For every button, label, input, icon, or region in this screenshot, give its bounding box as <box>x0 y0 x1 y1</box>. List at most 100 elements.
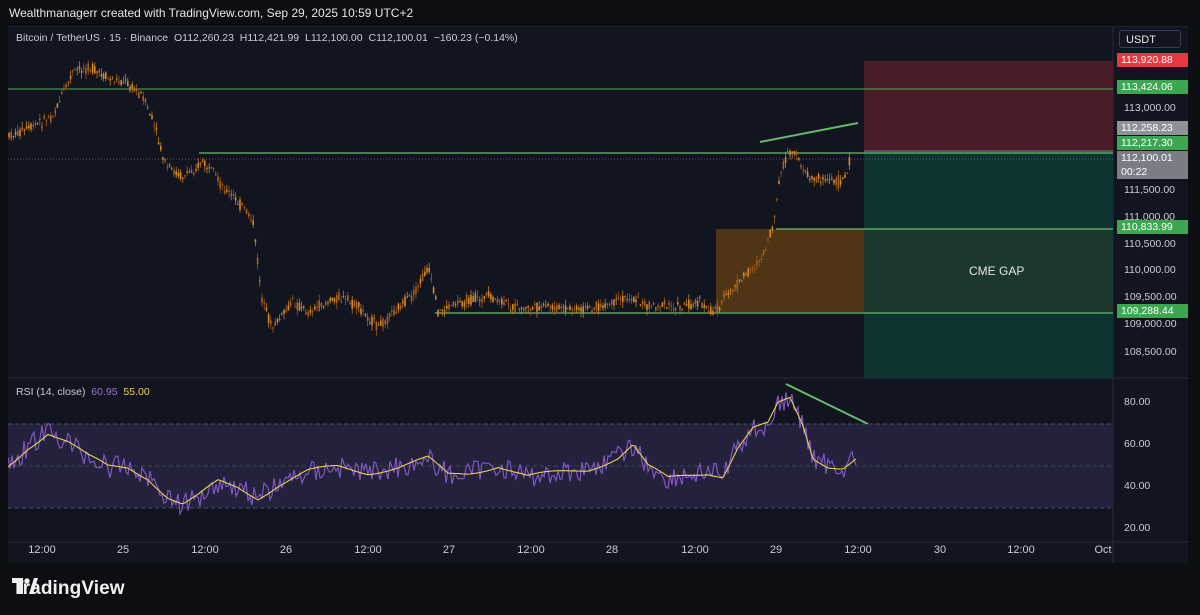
candle-body <box>619 298 622 300</box>
candle-body <box>639 304 642 306</box>
candle-body <box>439 309 441 311</box>
candle-body <box>382 318 384 328</box>
candle-body <box>107 78 109 80</box>
candle-body <box>58 100 61 103</box>
candle-body <box>391 310 393 312</box>
candle-body <box>168 163 171 168</box>
candle-body <box>197 163 199 168</box>
candle-body <box>474 293 477 302</box>
candle-body <box>780 171 782 173</box>
candle-body <box>160 145 162 150</box>
price-axis-label: 110,000.00 <box>1124 264 1176 276</box>
chart-area[interactable] <box>8 26 1188 564</box>
time-axis-label: 25 <box>116 544 130 556</box>
time-axis-label: 28 <box>605 544 619 556</box>
candle-body <box>404 296 406 307</box>
candle-series[interactable] <box>8 60 851 336</box>
candle-body <box>395 311 397 314</box>
candle-body <box>811 175 813 179</box>
candle-body <box>569 305 571 310</box>
close-value: 112,100.01 <box>376 32 428 44</box>
price-trendline[interactable] <box>759 122 859 143</box>
candle-body <box>98 69 100 73</box>
candle-body <box>105 72 107 79</box>
candle-body <box>111 78 114 80</box>
candle-body <box>223 191 226 194</box>
candle-body <box>633 296 635 302</box>
candle-body <box>380 320 382 326</box>
candle-body <box>551 305 554 310</box>
candle-body <box>490 293 492 300</box>
candle-body <box>846 172 848 174</box>
candle-body <box>241 203 243 206</box>
candle-body <box>483 296 485 299</box>
publish-header: Wealthmanagerr created with TradingView.… <box>0 0 1200 26</box>
candle-body <box>177 172 180 177</box>
candle-body <box>415 286 417 295</box>
candle-body <box>50 115 52 122</box>
candle-body <box>300 306 303 309</box>
candle-body <box>690 303 692 310</box>
candle-body <box>204 160 206 166</box>
candle-body <box>529 309 532 311</box>
time-axis-label: 12:00 <box>191 544 219 556</box>
candle-body <box>538 306 540 311</box>
candle-body <box>245 209 248 214</box>
candle-body <box>296 302 298 310</box>
candle-body <box>228 191 230 193</box>
candle-body <box>727 292 730 295</box>
candle-body <box>666 307 668 309</box>
candle-body <box>428 267 430 273</box>
currency-selector[interactable]: USDT <box>1119 30 1181 48</box>
open-value: 112,260.23 <box>182 32 234 44</box>
candle-body <box>336 295 338 304</box>
rsi-trendline[interactable] <box>785 383 869 425</box>
candle-body <box>644 301 646 306</box>
candle-body <box>388 313 391 318</box>
candle-body <box>657 305 659 308</box>
candle-body <box>263 302 265 304</box>
high-value: 112,421.99 <box>247 32 300 44</box>
candle-body <box>166 166 169 168</box>
candle-body <box>294 306 296 308</box>
candle-body <box>602 305 604 309</box>
candle-body <box>650 305 653 307</box>
candle-body <box>305 313 307 315</box>
rsi-legend[interactable]: RSI (14, close) 60.95 55.00 <box>16 386 150 398</box>
candle-body <box>556 305 558 312</box>
candle-body <box>463 302 466 307</box>
candle-body <box>465 294 468 304</box>
candle-body <box>710 306 712 315</box>
gap-bottom-price-tag: 109,288.44 <box>1117 304 1188 318</box>
candle-body <box>773 216 776 218</box>
candle-body <box>375 322 378 331</box>
candle-body <box>613 299 615 306</box>
candle-body <box>441 309 444 311</box>
stop-loss-zone[interactable] <box>864 61 1113 151</box>
candle-body <box>681 309 683 311</box>
candle-body <box>364 313 367 316</box>
candle-body <box>116 78 118 80</box>
candle-body <box>593 307 595 309</box>
candle-body <box>514 303 516 313</box>
candle-body <box>771 226 774 231</box>
candle-body <box>784 157 787 163</box>
tradingview-logo[interactable]: TradingView <box>12 578 125 600</box>
candle-body <box>217 176 219 182</box>
candle-body <box>562 306 565 308</box>
candle-body <box>798 157 800 160</box>
candle-body <box>655 306 657 311</box>
candle-body <box>498 300 501 302</box>
candle-body <box>347 295 349 301</box>
chart-canvas[interactable] <box>8 27 1188 564</box>
candle-body <box>314 306 316 310</box>
candle-body <box>243 207 246 209</box>
symbol-legend[interactable]: Bitcoin / TetherUS · 15 · Binance O112,2… <box>16 32 518 44</box>
candle-body <box>824 179 826 181</box>
candle-body <box>384 320 386 325</box>
candle-body <box>767 238 769 240</box>
candle-body <box>135 89 138 91</box>
cme-gap-box[interactable] <box>716 229 864 312</box>
candle-body <box>311 311 314 313</box>
candle-body <box>419 279 422 284</box>
